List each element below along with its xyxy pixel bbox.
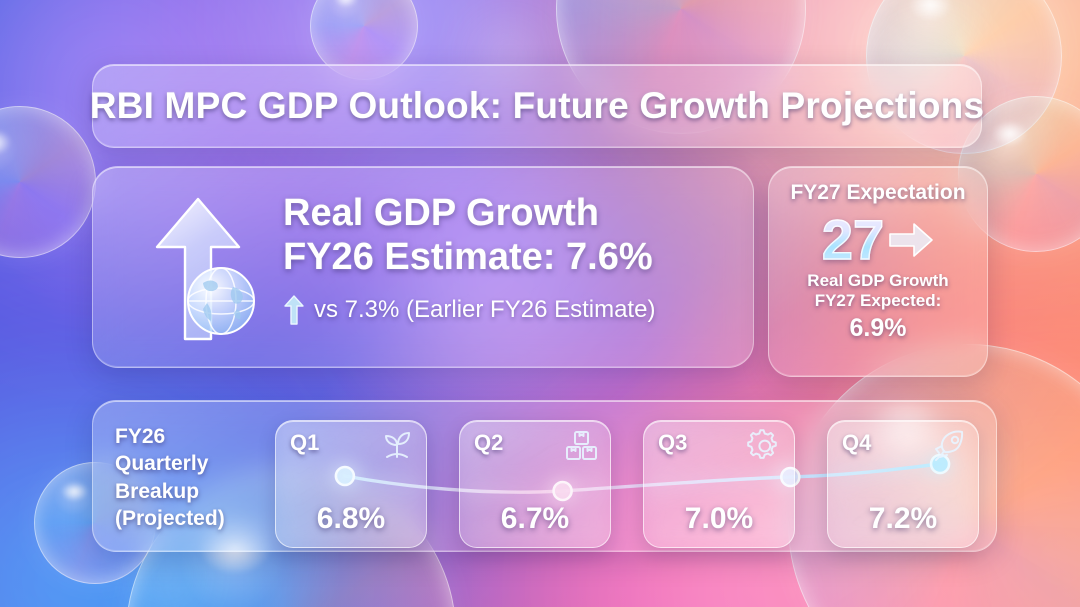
quarter-name: Q4: [842, 430, 872, 455]
quarterly-label-line2: Quarterly: [115, 452, 209, 476]
title-card: RBI MPC GDP Outlook: Future Growth Proje…: [89, 64, 985, 148]
up-arrow-globe-icon: [155, 197, 255, 341]
quarterly-breakup-card: FY26 Quarterly Breakup (Projected): [92, 400, 997, 552]
quarter-card-q1[interactable]: Q1 6.8%: [275, 420, 427, 548]
fy27-value: 6.9%: [849, 313, 907, 342]
quarter-name: Q3: [658, 430, 688, 455]
gdp-comparison-text: vs 7.3% (Earlier FY26 Estimate): [314, 295, 656, 323]
gear-icon: [747, 429, 777, 459]
gdp-estimate-card: Real GDP Growth FY26 Estimate: 7.6% vs 7…: [92, 166, 754, 368]
quarter-value: 6.7%: [500, 502, 570, 535]
quarterly-label-line1: FY26: [115, 425, 166, 448]
right-arrow-icon: [889, 223, 933, 257]
gdp-comparison-row: vs 7.3% (Earlier FY26 Estimate): [283, 294, 737, 326]
quarter-card-q4[interactable]: Q4 7.2%: [827, 420, 979, 548]
quarter-name: Q2: [474, 430, 504, 455]
page-title: RBI MPC GDP Outlook: Future Growth Proje…: [89, 85, 985, 126]
quarterly-label-line4: (Projected): [115, 506, 225, 530]
quarter-cards-row: Q1 6.8% Q2: [273, 420, 982, 548]
gdp-headline-line1: Real GDP Growth: [283, 192, 600, 234]
fy27-desc-line2: FY27 Expected:: [814, 291, 942, 311]
quarter-value: 7.2%: [868, 502, 938, 535]
gdp-estimate-text: Real GDP Growth FY26 Estimate: 7.6% vs 7…: [283, 191, 737, 326]
gdp-headline-line2: FY26 Estimate: 7.6%: [283, 236, 653, 279]
quarterly-breakup-label: FY26 Quarterly Breakup (Projected): [115, 423, 265, 532]
fy27-desc-line1: Real GDP Growth: [807, 271, 949, 290]
quarter-value: 6.8%: [316, 502, 386, 535]
fy27-number: 27: [821, 208, 885, 271]
quarterly-label-line3: Breakup: [115, 479, 200, 503]
fy27-expectation-card: FY27 Expectation 27 Real GDP Growth FY27…: [768, 166, 988, 377]
quarter-value: 7.0%: [684, 502, 754, 535]
quarter-card-q3[interactable]: Q3 7.0%: [643, 420, 795, 548]
up-arrow-icon: [284, 295, 304, 325]
rocket-icon: [935, 430, 964, 461]
quarter-name: Q1: [290, 430, 320, 455]
fy27-badge: 27: [821, 208, 934, 271]
boxes-icon: [566, 431, 597, 460]
quarter-card-q2[interactable]: Q2 6.7%: [459, 420, 611, 548]
fy27-title: FY27 Expectation: [790, 181, 966, 204]
sprout-icon: [385, 432, 410, 458]
